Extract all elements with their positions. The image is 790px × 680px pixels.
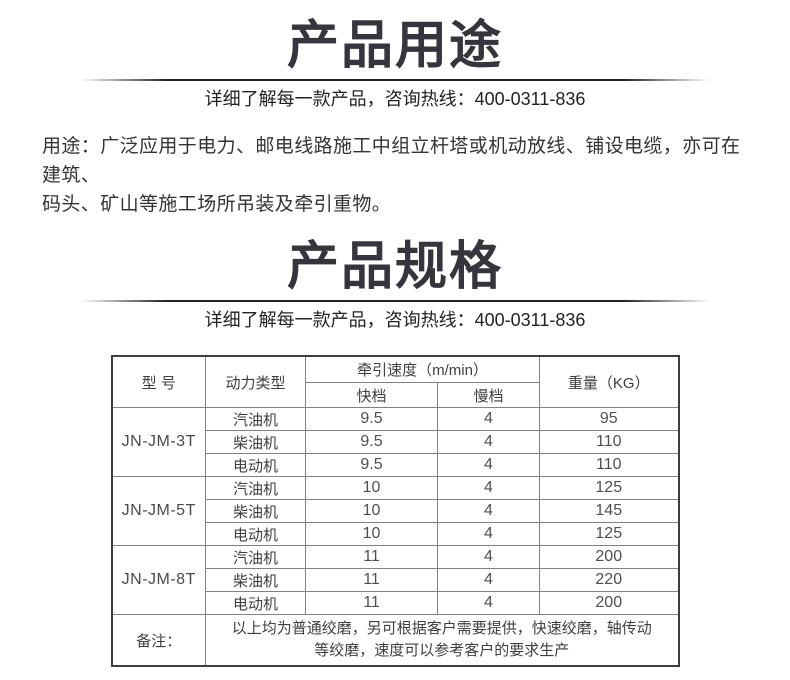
usage-description: 用途：广泛应用于电力、邮电线路施工中组立杆塔或机动放线、铺设电缆，亦可在建筑、 … — [42, 132, 748, 219]
power-type-cell: 电动机 — [205, 591, 306, 615]
usage-title: 产品用途 — [286, 17, 503, 75]
table-row: 电动机 11 4 200 — [112, 591, 679, 615]
remark-text-line2: 等绞磨，速度可以参考客户的要求生产 — [314, 642, 570, 659]
table-row: 电动机 10 4 125 — [112, 522, 679, 546]
weight-cell: 125 — [539, 522, 679, 546]
col-header-weight: 重量（KG） — [539, 355, 679, 408]
title-divider — [80, 79, 710, 81]
table-row: 柴油机 11 4 220 — [112, 568, 679, 592]
col-header-model: 型 号 — [111, 355, 206, 408]
power-type-cell: 柴油机 — [205, 568, 306, 592]
title-divider — [80, 300, 710, 302]
col-header-slow-gear: 慢档 — [437, 382, 540, 408]
fast-speed-cell: 11 — [305, 591, 438, 615]
fast-speed-cell: 10 — [305, 522, 438, 546]
spec-table-body: JN-JM-3T 汽油机 9.5 4 95 柴油机 9.5 4 110 电动机 9.5 4 110 JN-… — [111, 407, 679, 615]
col-header-power-type: 动力类型 — [205, 355, 306, 408]
spec-section: 产品规格 详细了解每一款产品，咨询热线：400-0311-836 型 号 动力类… — [0, 241, 790, 667]
model-cell: JN-JM-3T — [111, 407, 206, 477]
weight-cell: 110 — [539, 453, 679, 477]
remark-row: 备注： 以上均为普通绞磨，另可根据客户需要提供，快速绞磨，轴传动 等绞磨，速度可… — [111, 614, 679, 667]
power-type-cell: 电动机 — [205, 453, 306, 477]
model-cell: JN-JM-8T — [111, 545, 206, 615]
weight-cell: 145 — [539, 499, 679, 523]
model-cell: JN-JM-5T — [111, 476, 206, 546]
slow-speed-cell: 4 — [437, 453, 540, 477]
fast-speed-cell: 10 — [305, 476, 438, 500]
fast-speed-cell: 9.5 — [305, 407, 438, 431]
usage-description-line2: 码头、矿山等施工场所吊装及牵引重物。 — [42, 194, 392, 215]
fast-speed-cell: 9.5 — [305, 430, 438, 454]
slow-speed-cell: 4 — [437, 499, 540, 523]
col-header-fast-gear: 快档 — [305, 382, 438, 408]
power-type-cell: 柴油机 — [205, 430, 306, 454]
remark-text-line1: 以上均为普通绞磨，另可根据客户需要提供，快速绞磨，轴传动 — [231, 620, 652, 637]
power-type-cell: 汽油机 — [205, 545, 306, 569]
weight-cell: 95 — [539, 407, 679, 431]
fast-speed-cell: 11 — [305, 545, 438, 569]
slow-speed-cell: 4 — [437, 568, 540, 592]
weight-cell: 110 — [539, 430, 679, 454]
weight-cell: 220 — [539, 568, 679, 592]
fast-speed-cell: 10 — [305, 499, 438, 523]
power-type-cell: 电动机 — [205, 522, 306, 546]
slow-speed-cell: 4 — [437, 407, 540, 431]
usage-section: 产品用途 详细了解每一款产品，咨询热线：400-0311-836 用途：广泛应用… — [0, 20, 790, 219]
weight-cell: 125 — [539, 476, 679, 500]
spec-title: 产品规格 — [286, 238, 503, 296]
spec-table-remark: 备注： 以上均为普通绞磨，另可根据客户需要提供，快速绞磨，轴传动 等绞磨，速度可… — [111, 614, 679, 667]
fast-speed-cell: 9.5 — [305, 453, 438, 477]
power-type-cell: 汽油机 — [205, 407, 306, 431]
remark-text: 以上均为普通绞磨，另可根据客户需要提供，快速绞磨，轴传动 等绞磨，速度可以参考客… — [205, 614, 679, 667]
weight-cell: 200 — [539, 591, 679, 615]
slow-speed-cell: 4 — [437, 545, 540, 569]
weight-cell: 200 — [539, 545, 679, 569]
spec-table-header: 型 号 动力类型 牵引速度（m/min） 重量（KG） 快档 慢档 — [111, 355, 679, 408]
slow-speed-cell: 4 — [437, 591, 540, 615]
spec-table: 型 号 动力类型 牵引速度（m/min） 重量（KG） 快档 慢档 JN-JM-… — [110, 355, 680, 667]
power-type-cell: 柴油机 — [205, 499, 306, 523]
usage-description-line1: 用途：广泛应用于电力、邮电线路施工中组立杆塔或机动放线、铺设电缆，亦可在建筑、 — [42, 136, 741, 186]
table-row: JN-JM-5T 汽油机 10 4 125 — [111, 476, 679, 546]
table-row: 柴油机 10 4 145 — [112, 499, 679, 523]
table-row: JN-JM-3T 汽油机 9.5 4 95 — [111, 407, 679, 477]
spec-hotline: 详细了解每一款产品，咨询热线：400-0311-836 — [204, 310, 586, 330]
usage-hotline: 详细了解每一款产品，咨询热线：400-0311-836 — [204, 89, 586, 109]
table-row: 电动机 9.5 4 110 — [112, 453, 679, 477]
fast-speed-cell: 11 — [305, 568, 438, 592]
power-type-cell: 汽油机 — [205, 476, 306, 500]
slow-speed-cell: 4 — [437, 522, 540, 546]
table-row: JN-JM-8T 汽油机 11 4 200 — [111, 545, 679, 615]
slow-speed-cell: 4 — [437, 476, 540, 500]
col-header-speed-group: 牵引速度（m/min） — [305, 355, 540, 383]
remark-label: 备注： — [111, 614, 206, 667]
slow-speed-cell: 4 — [437, 430, 540, 454]
